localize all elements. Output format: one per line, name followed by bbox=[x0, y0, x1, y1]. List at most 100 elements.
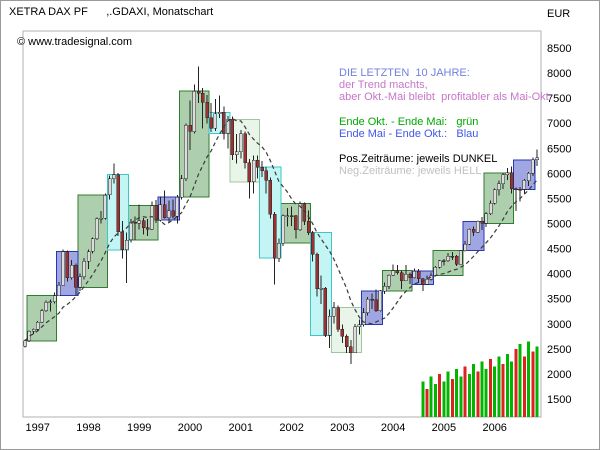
candle bbox=[234, 151, 239, 155]
volume-bar bbox=[480, 361, 484, 417]
candle bbox=[535, 157, 539, 161]
y-axis-tick-label: 8500 bbox=[547, 43, 571, 55]
candle bbox=[353, 326, 357, 353]
y-axis-tick-label: 8000 bbox=[547, 68, 571, 80]
candle bbox=[112, 174, 116, 179]
candle bbox=[319, 287, 323, 290]
candle bbox=[531, 159, 535, 174]
candle bbox=[382, 286, 387, 292]
y-axis-tick-label: 3500 bbox=[547, 294, 571, 306]
y-axis-tick-label: 2500 bbox=[547, 344, 571, 356]
candle bbox=[408, 274, 412, 278]
candle bbox=[425, 278, 429, 285]
legend-line-positive: Pos.Zeiträume: jeweils DUNKEL bbox=[339, 153, 498, 165]
volume-bar bbox=[433, 383, 437, 417]
candle bbox=[340, 328, 345, 337]
candle bbox=[268, 180, 273, 215]
y-axis-tick-label: 7500 bbox=[547, 93, 571, 105]
candle bbox=[514, 188, 518, 191]
volume-bar bbox=[518, 343, 522, 417]
candle bbox=[391, 270, 395, 276]
candle bbox=[336, 307, 340, 330]
candle bbox=[196, 90, 201, 94]
candle bbox=[65, 251, 70, 279]
candle bbox=[518, 189, 522, 191]
candle bbox=[192, 90, 197, 132]
candle bbox=[69, 264, 74, 279]
chart-legend: DIE LETZTEN 10 JAHRE: der Trend machts, … bbox=[339, 67, 552, 177]
plot-border bbox=[22, 30, 542, 418]
candle bbox=[277, 242, 281, 259]
legend-line-trend-1: der Trend machts, bbox=[339, 79, 428, 91]
candle bbox=[162, 204, 167, 219]
candle bbox=[226, 119, 230, 134]
y-axis-tick-label: 5000 bbox=[547, 219, 571, 231]
x-axis-tick-label: 1997 bbox=[25, 422, 49, 434]
legend-line-negative: Neg.Zeiträume: jeweils HELL bbox=[339, 165, 482, 177]
candle bbox=[509, 172, 514, 190]
candle bbox=[137, 220, 141, 224]
candle bbox=[171, 210, 175, 217]
volume-bar bbox=[476, 371, 480, 417]
volume-bar bbox=[429, 376, 433, 417]
candle bbox=[222, 112, 226, 134]
y-axis-tick-label: 6000 bbox=[547, 168, 571, 180]
x-axis-tick-label: 2003 bbox=[330, 422, 354, 434]
candle bbox=[327, 315, 332, 336]
candle bbox=[416, 270, 421, 280]
x-axis-tick-label: 2005 bbox=[432, 422, 456, 434]
volume-bar bbox=[497, 356, 501, 417]
candle bbox=[349, 346, 353, 353]
legend-line-summer: Ende Mai - Ende Okt.: Blau bbox=[339, 128, 479, 140]
candle bbox=[129, 222, 133, 241]
candle bbox=[57, 285, 61, 296]
candle bbox=[247, 162, 252, 183]
x-axis-tick-label: 1998 bbox=[76, 422, 100, 434]
legend-line-trend-2: aber Okt.-Mai bleibt profitabler als Mai… bbox=[339, 91, 552, 103]
candle bbox=[404, 274, 408, 282]
candle bbox=[61, 251, 65, 286]
chart-title: XETRA DAX PF ,.GDAXI, Monatschart bbox=[9, 6, 214, 18]
candle bbox=[454, 255, 459, 265]
candle bbox=[255, 159, 260, 168]
y-axis-tick-label: 6500 bbox=[547, 143, 571, 155]
x-axis-labels: 1997 1998 1999 2000 2001 2002 2003 2004 2005 2006 bbox=[25, 422, 506, 434]
candle bbox=[95, 218, 99, 240]
candle bbox=[27, 331, 31, 342]
volume-bar bbox=[463, 366, 467, 417]
candle bbox=[179, 178, 184, 198]
candle bbox=[78, 276, 82, 288]
candle bbox=[90, 238, 95, 252]
candle bbox=[526, 172, 531, 181]
candle bbox=[31, 329, 36, 332]
candle bbox=[387, 275, 391, 287]
candle bbox=[365, 299, 370, 313]
x-axis-tick-label: 2004 bbox=[381, 422, 405, 434]
candle bbox=[154, 205, 158, 221]
candle bbox=[497, 183, 501, 190]
candle bbox=[188, 125, 192, 132]
candle bbox=[463, 244, 467, 251]
candle bbox=[289, 215, 294, 217]
x-axis-tick-label: 2001 bbox=[229, 422, 253, 434]
y-axis-tick-label: 4000 bbox=[547, 269, 571, 281]
candle bbox=[35, 321, 40, 330]
candle bbox=[344, 336, 349, 347]
candle bbox=[332, 307, 336, 317]
candle bbox=[23, 340, 27, 347]
candle bbox=[158, 204, 163, 221]
candle bbox=[184, 125, 188, 179]
volume-bar bbox=[510, 361, 514, 417]
volume-bar bbox=[421, 381, 425, 417]
candle bbox=[200, 92, 205, 103]
candle bbox=[442, 260, 446, 263]
candle bbox=[124, 239, 129, 251]
volume-bar bbox=[501, 363, 505, 417]
candle bbox=[484, 213, 488, 224]
candle bbox=[501, 174, 505, 184]
candle bbox=[264, 170, 268, 181]
candle bbox=[315, 254, 319, 289]
candle bbox=[476, 221, 480, 233]
